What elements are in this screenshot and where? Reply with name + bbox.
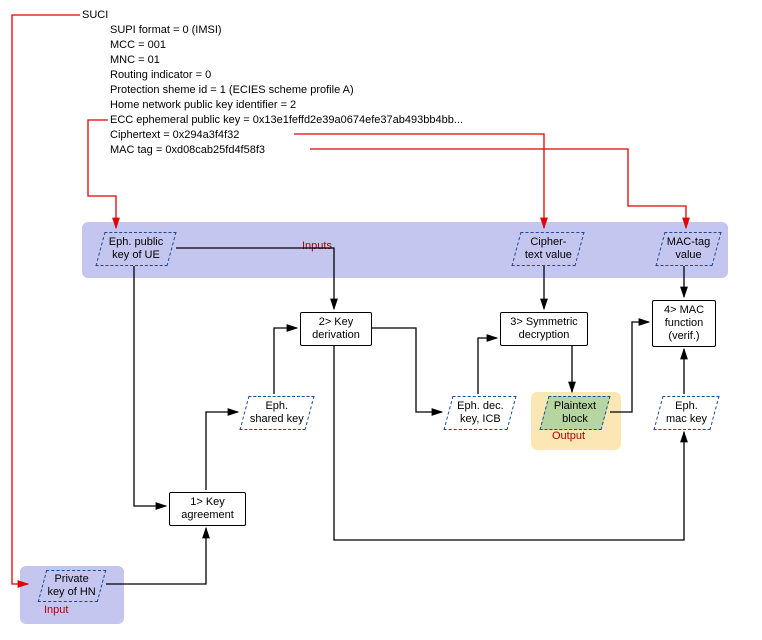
proc-mac-function: 4> MACfunction(verif.) (652, 300, 716, 347)
suci-line-7: Ciphertext = 0x294a3f4f32 (110, 128, 239, 143)
node-ciphertext: Cipher-text value (511, 232, 584, 266)
arrow-ephpub-to-keyagree (134, 266, 166, 506)
suci-line-8: MAC tag = 0xd08cab25fd4f58f3 (110, 143, 265, 158)
suci-line-3: Routing indicator = 0 (110, 68, 211, 83)
arrow-ephshared-to-keyderiv (274, 328, 297, 394)
node-eph-shared-label: Eph.shared key (232, 400, 322, 426)
arrow-mactag-to-node (310, 149, 686, 228)
proc-key-derivation-label: 2> Keyderivation (312, 316, 360, 342)
node-eph-mackey-label: Eph.mac key (648, 400, 725, 426)
node-eph-mackey: Eph.mac key (653, 396, 719, 430)
proc-sym-decryption: 3> Symmetricdecryption (500, 312, 588, 346)
proc-key-agreement-label: 1> Keyagreement (181, 496, 234, 522)
node-privkey-hn: Privatekey of HN (38, 570, 107, 602)
node-plaintext-label: Plaintextblock (533, 400, 617, 426)
suci-line-2: MNC = 01 (110, 53, 160, 68)
node-mactag: MAC-tagvalue (655, 232, 721, 266)
node-mactag-label: MAC-tagvalue (650, 236, 727, 262)
arrow-suci-to-privkey (12, 15, 80, 584)
node-eph-deckey: Eph. dec.key, ICB (443, 396, 516, 430)
node-ciphertext-label: Cipher-text value (505, 236, 592, 262)
suci-title: SUCI (82, 8, 108, 23)
suci-line-0: SUPI format = 0 (IMSI) (110, 23, 222, 38)
suci-line-5: Home network public key identifier = 2 (110, 98, 296, 113)
suci-line-6: ECC ephemeral public key = 0x13e1feffd2e… (110, 113, 463, 128)
proc-sym-decryption-label: 3> Symmetricdecryption (510, 316, 578, 342)
panel-inputs-label: Inputs (302, 240, 332, 252)
proc-key-agreement: 1> Keyagreement (169, 492, 246, 526)
arrow-keyderiv-to-ephmac (334, 346, 684, 540)
panel-input2-label: Input (44, 604, 68, 616)
arrow-ephdec-to-symdec (478, 338, 497, 394)
proc-key-derivation: 2> Keyderivation (300, 312, 372, 346)
arrow-keyderiv-to-ephdec (372, 328, 442, 412)
arrow-ciphertext-to-node (294, 134, 544, 228)
panel-output-label: Output (552, 430, 585, 442)
node-privkey-hn-label: Privatekey of HN (31, 573, 112, 599)
node-eph-deckey-label: Eph. dec.key, ICB (437, 400, 524, 426)
suci-line-1: MCC = 001 (110, 38, 166, 53)
node-eph-shared: Eph.shared key (239, 396, 314, 430)
node-eph-pubkey-ue-label: Eph. publickey of UE (87, 236, 185, 262)
suci-line-4: Protection sheme id = 1 (ECIES scheme pr… (110, 83, 354, 98)
proc-mac-function-label: 4> MACfunction(verif.) (664, 304, 704, 343)
diagram-stage: SUCI SUPI format = 0 (IMSI) MCC = 001 MN… (0, 0, 762, 640)
node-plaintext: Plaintextblock (539, 396, 610, 430)
node-eph-pubkey-ue: Eph. publickey of UE (95, 232, 176, 266)
